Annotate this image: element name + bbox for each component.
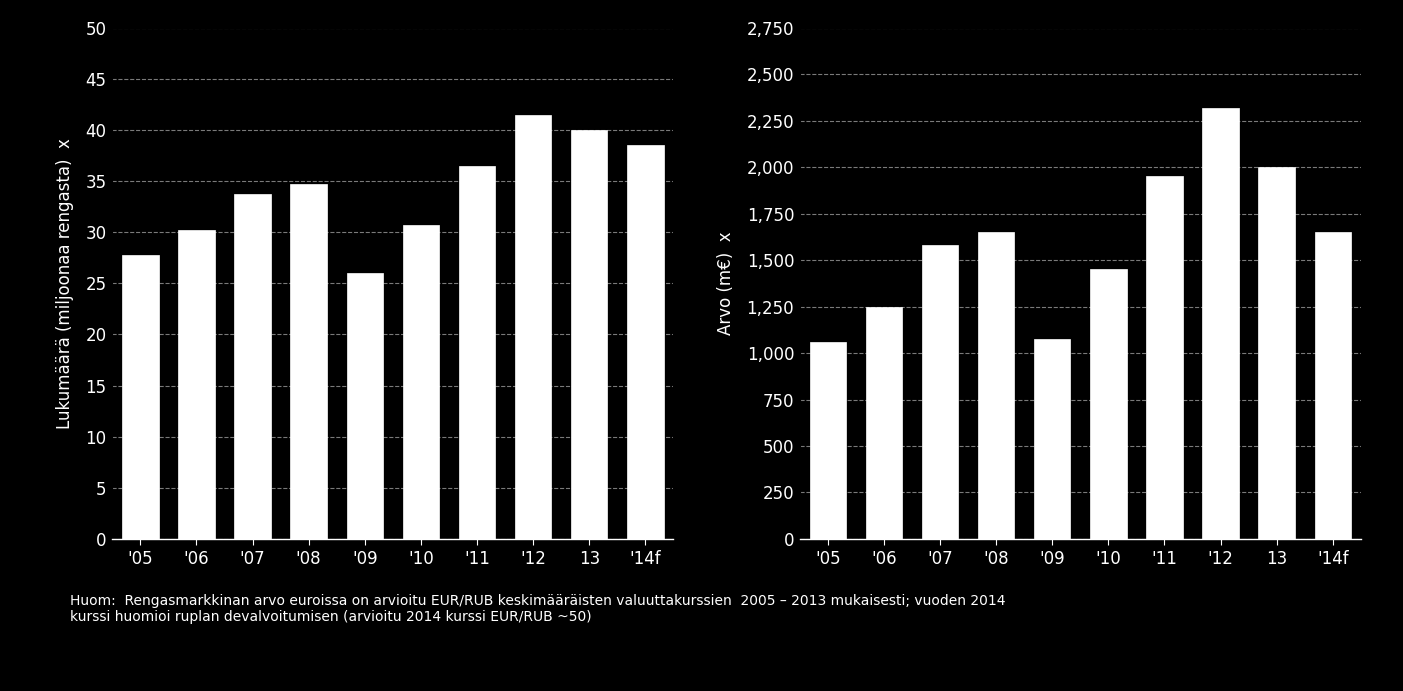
Bar — [403, 225, 439, 539]
Bar — [1315, 232, 1351, 539]
Bar — [922, 245, 958, 539]
Y-axis label: Lukumäärä (miljoonaa rengasta)  x: Lukumäärä (miljoonaa rengasta) x — [56, 138, 74, 428]
Bar — [866, 307, 902, 539]
Bar — [1202, 108, 1239, 539]
Bar — [571, 130, 607, 539]
Bar — [122, 255, 159, 539]
Bar — [627, 145, 664, 539]
Bar — [178, 230, 215, 539]
Bar — [978, 232, 1014, 539]
Text: Huom:  Rengasmarkkinan arvo euroissa on arvioitu EUR/RUB keskimääräisten valuutt: Huom: Rengasmarkkinan arvo euroissa on a… — [70, 594, 1006, 625]
Bar — [347, 273, 383, 539]
Y-axis label: Arvo (m€)  x: Arvo (m€) x — [717, 231, 735, 335]
Bar — [1258, 167, 1295, 539]
Bar — [515, 115, 551, 539]
Bar — [459, 166, 495, 539]
Bar — [1090, 269, 1127, 539]
Bar — [1034, 339, 1070, 539]
Bar — [290, 184, 327, 539]
Bar — [810, 342, 846, 539]
Bar — [234, 194, 271, 539]
Bar — [1146, 176, 1183, 539]
